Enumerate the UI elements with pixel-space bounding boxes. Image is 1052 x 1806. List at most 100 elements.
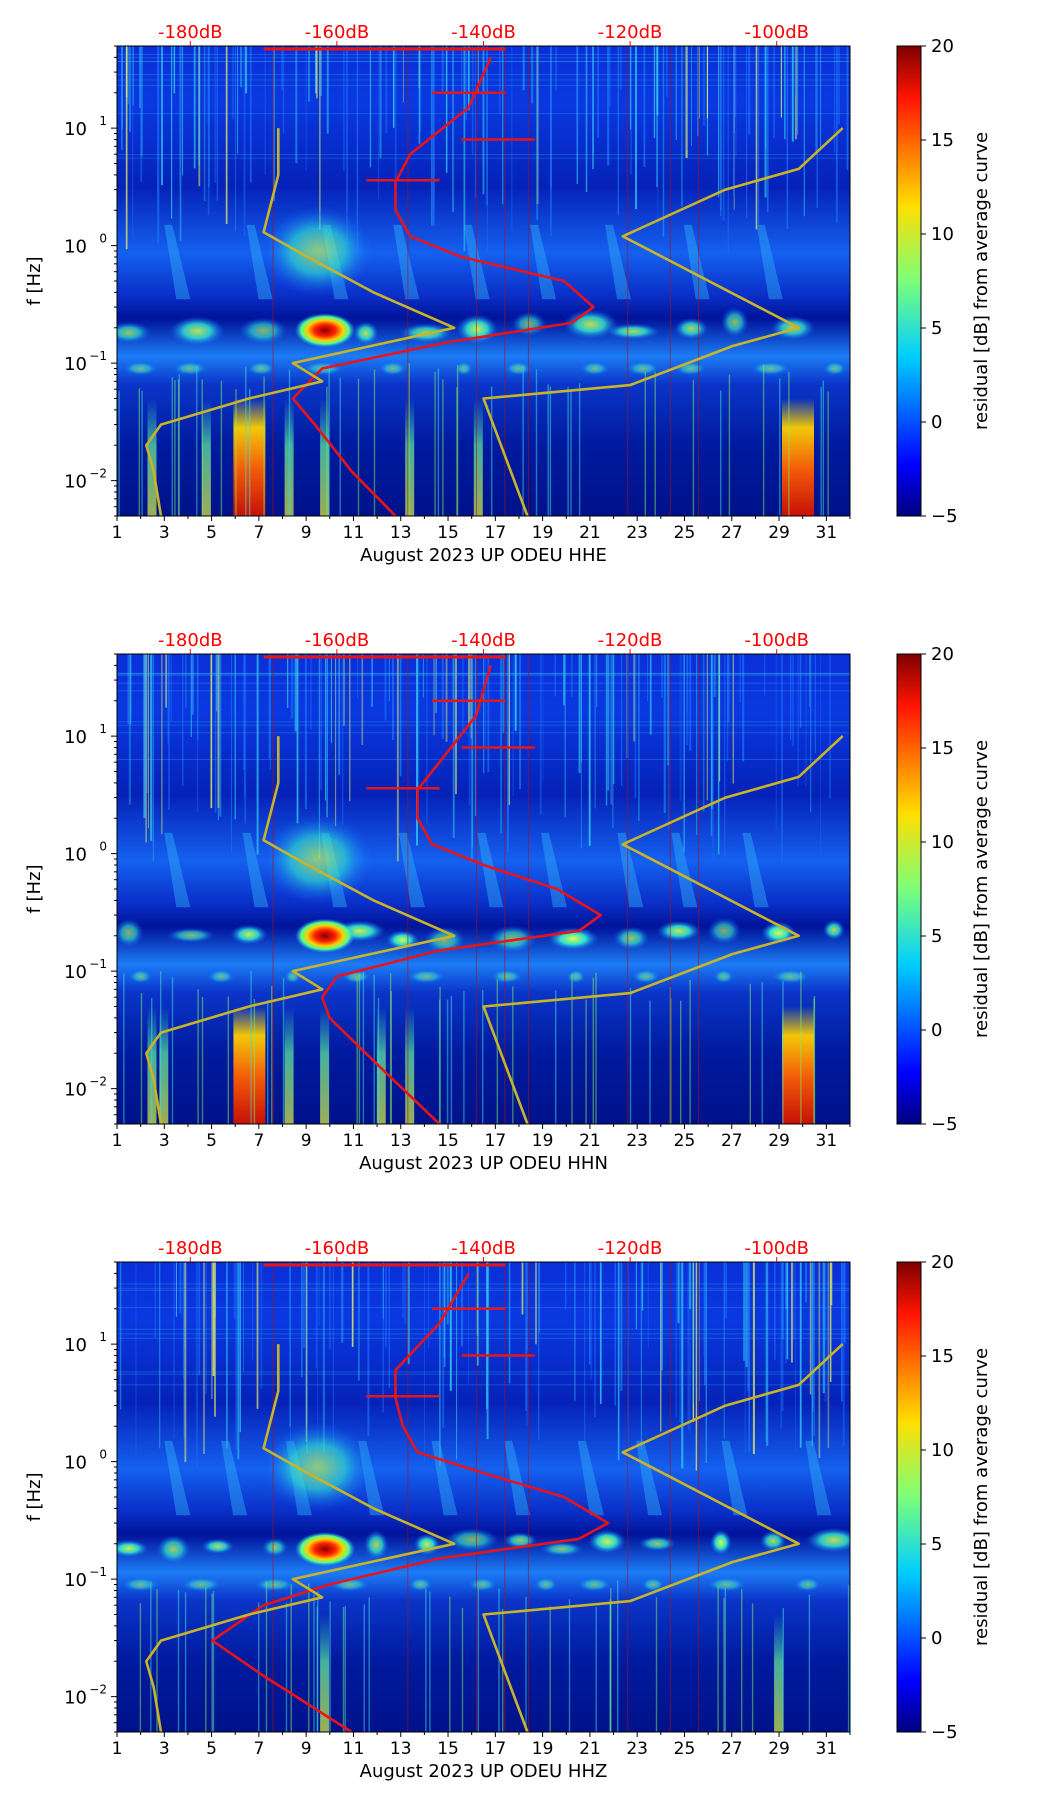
- heatmap-blob: [720, 307, 749, 338]
- colorbar-tick-label: −5: [931, 506, 958, 527]
- heatmap-streak: [152, 654, 155, 862]
- event-streak: [491, 386, 493, 516]
- heatmap-streak: [351, 1262, 354, 1347]
- heatmap-streak: [171, 46, 173, 219]
- y-tick-exponent: 1: [99, 1330, 107, 1344]
- heatmap-streak: [461, 1262, 464, 1347]
- heatmap-streak: [198, 46, 200, 166]
- heatmap-streak: [713, 654, 716, 697]
- top-db-label: -180dB: [158, 630, 223, 651]
- heatmap-streak: [128, 654, 131, 805]
- x-tick-label: 21: [579, 1131, 601, 1151]
- heatmap-streak: [705, 1262, 707, 1463]
- heatmap-streak: [358, 1262, 360, 1381]
- heatmap-streak: [319, 46, 321, 230]
- heatmap-streak: [791, 1262, 793, 1363]
- heatmap-streak: [597, 46, 599, 138]
- heatmap-streak: [555, 46, 557, 91]
- y-tick-label: 10: [64, 354, 87, 375]
- event-streak: [220, 380, 223, 516]
- heatmap-streak: [764, 654, 766, 696]
- event-streak: [749, 983, 751, 1124]
- x-tick-label: 29: [768, 1131, 790, 1151]
- heatmap-plume: [577, 1440, 604, 1516]
- heatmap-streak: [799, 1262, 802, 1448]
- heatmap-streak: [217, 654, 220, 808]
- heatmap-streak: [681, 1262, 684, 1469]
- event-streak: [717, 1586, 719, 1732]
- event-streak: [313, 1594, 315, 1732]
- heatmap-streak: [433, 654, 435, 736]
- event-column: [782, 398, 814, 516]
- heatmap-streak: [445, 654, 448, 742]
- event-column: [405, 1006, 415, 1124]
- heatmap-streak: [795, 1262, 796, 1451]
- heatmap-streak: [384, 654, 387, 721]
- heatmap-streak: [564, 1262, 567, 1310]
- x-tick-label: 27: [721, 523, 743, 543]
- event-streak: [249, 388, 251, 516]
- heatmap-streak: [820, 654, 821, 856]
- event-streak: [549, 386, 552, 516]
- heatmap-streak: [564, 654, 566, 818]
- x-tick-label: 17: [485, 1739, 507, 1759]
- heatmap-band: [117, 1289, 850, 1291]
- heatmap-streak: [656, 46, 659, 116]
- heatmap-streak: [681, 46, 683, 207]
- heatmap-streak: [392, 654, 394, 741]
- event-streak: [535, 369, 538, 516]
- heatmap-streak: [330, 654, 332, 743]
- y-tick-label: 10: [64, 237, 87, 258]
- heatmap-streak: [687, 1262, 690, 1430]
- event-streak: [788, 371, 790, 516]
- event-streak: [288, 369, 291, 516]
- x-tick-label: 5: [206, 1739, 217, 1759]
- colorbar-tick-label: 0: [931, 1020, 942, 1041]
- heatmap-streak: [837, 46, 840, 125]
- heatmap-band: [117, 1384, 850, 1386]
- event-streak: [362, 972, 365, 1124]
- heatmap-blob: [760, 1530, 787, 1552]
- heatmap-streak: [303, 1262, 305, 1348]
- heatmap-streak: [335, 654, 337, 827]
- x-tick-label: 11: [343, 1739, 365, 1759]
- heatmap-band: [117, 113, 850, 115]
- heatmap-streak: [723, 1262, 725, 1439]
- event-streak: [547, 384, 549, 516]
- nhnm-curve: [482, 735, 844, 1124]
- heatmap-blob: [674, 318, 709, 340]
- heatmap-streak: [647, 654, 649, 701]
- heatmap-streak: [214, 654, 217, 813]
- heatmap-streak: [315, 46, 318, 94]
- y-axis-label: f [Hz]: [24, 1472, 45, 1521]
- heatmap-streak: [346, 46, 348, 245]
- heatmap-plume: [636, 1440, 663, 1516]
- heatmap-streak: [125, 46, 128, 98]
- x-tick-label: 21: [579, 1739, 601, 1759]
- heatmap-blob: [207, 969, 235, 984]
- heatmap-streak: [183, 1262, 186, 1349]
- heatmap-hot-spot: [295, 918, 356, 953]
- heatmap-streak: [325, 654, 326, 801]
- heatmap-blob: [169, 316, 225, 346]
- heatmap-streak: [482, 46, 485, 195]
- heatmap-streak: [612, 654, 615, 785]
- event-streak: [592, 977, 594, 1124]
- heatmap-streak: [361, 654, 364, 745]
- heatmap-streak: [468, 1262, 470, 1384]
- heatmap-streak: [237, 1262, 240, 1460]
- heatmap-streak: [322, 1262, 325, 1453]
- heatmap-streak: [456, 1262, 458, 1460]
- y-tick-label: 10: [64, 1453, 87, 1474]
- heatmap-blob: [632, 969, 660, 984]
- heatmap-band: [117, 732, 850, 734]
- event-streak: [171, 377, 173, 516]
- heatmap-streak: [260, 1262, 263, 1389]
- y-tick-exponent: 1: [99, 722, 107, 736]
- event-streak: [174, 380, 176, 516]
- heatmap-streak: [235, 46, 236, 232]
- heatmap-blob: [750, 361, 791, 376]
- heatmap-streak: [830, 1262, 833, 1305]
- heatmap-streak: [588, 654, 591, 846]
- heatmap-streak: [422, 654, 424, 698]
